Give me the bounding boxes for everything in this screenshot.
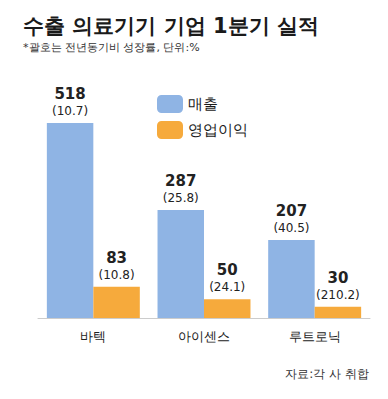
svg-text:518: 518 [54,85,85,103]
svg-text:30: 30 [327,269,348,287]
svg-text:(10.7): (10.7) [52,104,88,118]
svg-text:207: 207 [276,202,307,220]
svg-text:287: 287 [165,172,196,190]
svg-text:아이센스: 아이센스 [178,329,230,344]
svg-text:83: 83 [106,249,127,267]
svg-text:매출: 매출 [188,95,218,113]
svg-text:(10.8): (10.8) [99,268,135,282]
svg-text:(40.5): (40.5) [273,221,309,235]
svg-text:(25.8): (25.8) [163,191,199,205]
svg-text:*괄호는 전년동기비 성장률, 단위:%: *괄호는 전년동기비 성장률, 단위:% [23,41,200,54]
svg-text:수출 의료기기 기업 1분기 실적: 수출 의료기기 기업 1분기 실적 [23,14,319,38]
svg-text:50: 50 [217,261,238,279]
svg-text:(210.2): (210.2) [316,288,360,302]
svg-text:영업이익: 영업이익 [188,121,248,139]
svg-text:바텍: 바텍 [80,329,106,344]
svg-text:루트로닉: 루트로닉 [289,329,341,344]
svg-text:자료:각 사 취합: 자료:각 사 취합 [285,367,369,381]
svg-text:(24.1): (24.1) [209,280,245,294]
